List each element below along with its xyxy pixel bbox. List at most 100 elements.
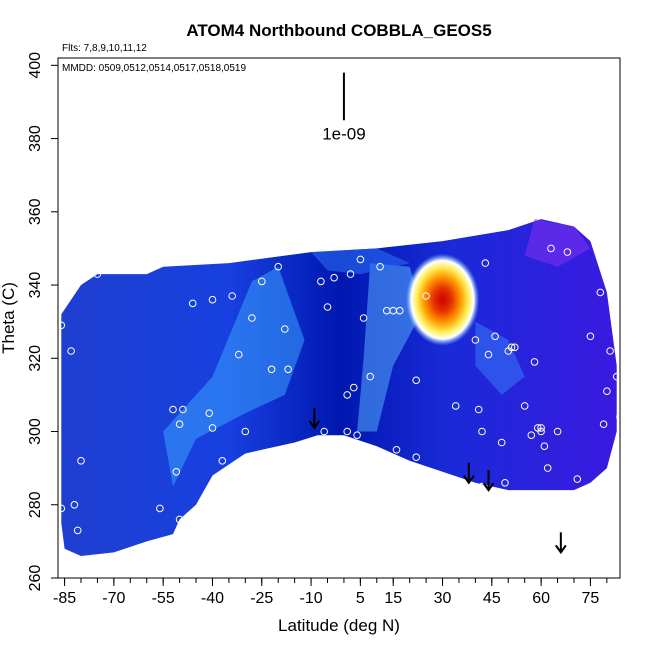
observation-point (596, 288, 605, 297)
observation-point (543, 464, 552, 472)
observation-point (481, 259, 490, 267)
y-tick-label: 380 (27, 125, 44, 152)
observation-point (169, 405, 177, 414)
observation-point (599, 420, 608, 429)
observation-point (527, 431, 536, 440)
observation-point (491, 332, 499, 341)
x-tick-label: -85 (53, 590, 76, 607)
observation-point (612, 372, 620, 381)
observation-point (70, 501, 79, 509)
observation-point (471, 336, 480, 344)
observation-point (356, 255, 365, 264)
x-tick-label: 60 (532, 590, 550, 607)
wind-arrows (308, 407, 567, 555)
observation-point (281, 325, 289, 333)
observation-point (67, 347, 75, 355)
y-tick-label: 400 (27, 52, 44, 79)
wind-arrow (555, 532, 567, 555)
observation-point (396, 306, 404, 315)
observation-point (547, 244, 555, 253)
observation-point (350, 383, 358, 392)
y-tick-label: 300 (27, 418, 44, 445)
y-axis: 260 280 300 320 340 360 380 400 (27, 52, 59, 592)
observation-point (586, 332, 595, 341)
observation-point (563, 248, 572, 256)
observation-point (228, 292, 236, 300)
observation-point (175, 515, 184, 524)
observation-point (343, 391, 352, 399)
observation-point (540, 442, 549, 451)
field-streak (475, 321, 525, 395)
observation-point (412, 453, 421, 462)
observation-point (573, 475, 582, 483)
observation-point (172, 468, 181, 476)
observation-point (359, 314, 368, 322)
hotspot (405, 253, 480, 346)
x-tick-label: -55 (152, 590, 175, 607)
x-tick-label: -70 (102, 590, 125, 607)
x-tick-label: -40 (201, 590, 224, 607)
observation-point (93, 270, 102, 278)
observation-point (346, 270, 355, 278)
y-axis-title: Theta (C) (0, 282, 18, 354)
observation-point (208, 295, 217, 304)
observation-point (478, 427, 486, 436)
observation-point (208, 424, 217, 432)
observation-point (376, 262, 384, 271)
observation-point (343, 427, 352, 436)
observation-point (258, 277, 266, 286)
observation-point (474, 405, 483, 414)
observation-point (484, 350, 493, 359)
observation-point (58, 321, 66, 330)
observation-point (156, 504, 164, 513)
observation-point (530, 358, 539, 366)
y-tick-label: 260 (27, 565, 44, 592)
observation-point (188, 299, 197, 308)
observation-point (317, 277, 325, 286)
y-tick-label: 340 (27, 272, 44, 299)
observation-point (353, 431, 361, 440)
observation-point (175, 420, 184, 429)
observation-point (241, 427, 250, 436)
x-tick-label: 5 (356, 590, 365, 607)
y-tick-label: 360 (27, 198, 44, 225)
x-tick-label: 45 (483, 590, 501, 607)
x-tick-label: 75 (582, 590, 600, 607)
field-streak (524, 219, 591, 267)
heatmap-field (61, 219, 617, 556)
observation-point (511, 343, 519, 352)
wind-arrow (482, 470, 495, 492)
wind-arrow (463, 462, 475, 485)
dates-note: MMDD: 0509,0512,0514,0517,0518,0519 (62, 63, 246, 74)
observation-point (366, 372, 375, 381)
observation-point (412, 376, 421, 385)
observation-points (58, 244, 620, 535)
observation-point (606, 347, 614, 355)
observation-point (501, 479, 509, 487)
observation-point (616, 413, 620, 421)
observation-point (603, 387, 611, 396)
observation-point (205, 409, 213, 418)
x-tick-label: -25 (250, 590, 273, 607)
observation-point (284, 365, 292, 374)
scale-bar: 1e-09 (322, 72, 366, 143)
observation-point (507, 343, 516, 352)
scale-bar-label: 1e-09 (322, 124, 365, 143)
x-tick-label: 15 (384, 590, 402, 607)
observation-point (77, 457, 85, 465)
observation-point (320, 427, 329, 436)
observation-point (553, 427, 562, 436)
observation-point (537, 424, 545, 432)
flights-note: Flts: 7,8,9,10,11,12 (62, 43, 147, 54)
observation-point (179, 405, 187, 414)
y-tick-label: 280 (27, 491, 44, 518)
observation-point (274, 262, 283, 271)
observation-point (330, 273, 338, 282)
observation-point (422, 292, 430, 300)
observation-point (497, 438, 506, 447)
observation-point (520, 402, 529, 410)
wind-arrow (308, 407, 321, 430)
x-tick-label: -10 (300, 590, 323, 607)
x-axis: -85 -70 -55 -40 -25 -10 5 15 30 45 60 75 (53, 577, 620, 607)
observation-point (451, 402, 460, 410)
